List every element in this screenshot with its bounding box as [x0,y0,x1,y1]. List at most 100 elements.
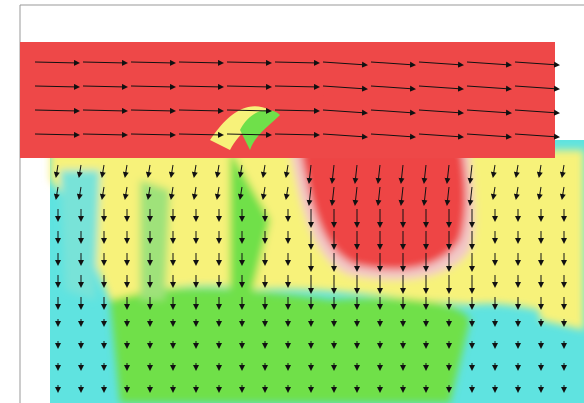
vector-arrow [191,186,198,200]
vector-arrow [370,61,416,68]
vector-arrow [322,85,368,92]
vector-arrow [178,131,224,138]
vector-arrow [490,164,497,178]
vector-arrow [466,109,512,116]
vector-arrow [99,186,106,200]
vector-arrow [329,186,336,206]
vector-arrow [168,186,175,200]
vector-arrow [130,59,176,66]
vector-arrow [82,107,128,114]
vector-arrow [421,164,428,184]
vector-arrow [490,186,497,200]
vector-arrow [145,186,152,200]
vector-arrow [398,164,405,184]
vector-arrow [226,59,272,66]
vector-arrow [370,109,416,116]
vector-arrow [418,85,464,92]
vector-arrow [467,186,474,206]
vector-arrow [283,186,290,200]
vector-arrow [421,186,428,206]
contour-field [20,42,584,403]
vector-arrow [513,186,520,200]
vector-arrow [130,107,176,114]
yellow-right [520,150,584,330]
vector-arrow [237,186,244,200]
vector-arrow [370,133,416,140]
vector-arrow [34,107,80,114]
vector-arrow [352,186,359,206]
vector-arrow [34,83,80,90]
vector-arrow [306,186,313,206]
vector-arrow [99,164,106,178]
vector-arrow [53,164,60,178]
vector-arrow [178,107,224,114]
vector-arrow [260,164,267,178]
vector-arrow [130,131,176,138]
vector-arrow [514,133,560,140]
vector-arrow [322,109,368,116]
vector-arrow [398,186,405,206]
vector-arrow [370,85,416,92]
vector-arrow [226,83,272,90]
vector-arrow [53,186,60,200]
vector-arrow [513,164,520,178]
green-column-2 [140,180,170,300]
contour-blobs [50,150,584,403]
red-band-extension [200,70,555,158]
vector-arrow [418,133,464,140]
vector-arrow [306,164,313,184]
vector-arrow [375,186,382,206]
vector-arrow [34,59,80,66]
vector-arrow [122,164,129,178]
vector-arrow [514,61,560,68]
vector-arrow [178,59,224,66]
vector-arrow [191,164,198,178]
vector-arrow [514,109,560,116]
vector-arrow [283,164,290,178]
vector-arrow [352,164,359,184]
vector-arrow [226,131,272,138]
vector-arrow [322,61,368,68]
vector-arrow [76,164,83,178]
vector-arrow [514,85,560,92]
vector-arrow [82,59,128,66]
vector-arrow [274,107,320,114]
vector-arrow [178,83,224,90]
vector-arrow [559,186,566,200]
vector-arrow [274,59,320,66]
vector-arrow [274,131,320,138]
vector-arrow [375,164,382,184]
vector-arrow [145,164,152,178]
vector-arrow [214,164,221,178]
vector-arrow [274,83,320,90]
vector-arrow [466,61,512,68]
vector-arrow [130,83,176,90]
vector-arrow [260,186,267,200]
vector-arrow [466,85,512,92]
vector-arrow [536,164,543,178]
vector-arrow [168,164,175,178]
vector-arrow [418,61,464,68]
vector-arrow [226,107,272,114]
green-region [110,288,470,403]
vector-arrow [536,186,543,200]
cyan-column [60,170,100,300]
vector-arrow [444,186,451,206]
vector-arrow [444,164,451,184]
vector-arrow [466,133,512,140]
vector-arrow [329,164,336,184]
velocity-vectors [34,59,567,393]
vector-arrow [122,186,129,200]
vector-arrow [82,83,128,90]
vector-arrow [322,133,368,140]
vector-arrow [214,186,221,200]
vector-arrow [418,109,464,116]
vector-arrow [559,164,566,178]
vector-arrow [467,164,474,184]
vector-arrow [82,131,128,138]
vector-arrow [76,186,83,200]
vector-arrow [237,164,244,178]
green-swirl [240,110,280,150]
